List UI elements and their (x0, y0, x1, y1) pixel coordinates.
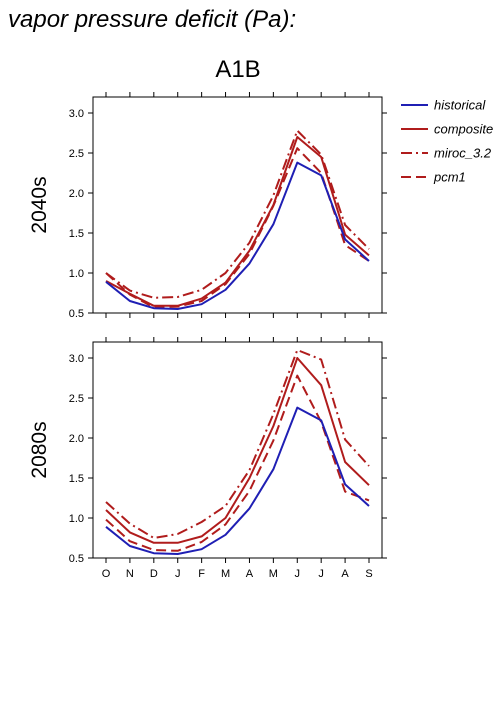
series-line-composite (105, 357, 370, 544)
panel-label: 2080s (28, 421, 51, 478)
x-tick-label: J (175, 568, 181, 580)
y-tick-label: 3.0 (69, 353, 84, 365)
series-line-pcm1 (105, 374, 370, 552)
y-tick-label: 1.0 (69, 268, 84, 280)
x-tick-label: M (221, 568, 230, 580)
y-tick-label: 2.0 (69, 433, 84, 445)
y-tick-label: 1.5 (69, 228, 84, 240)
y-tick-label: 1.0 (69, 513, 84, 525)
figure-title: vapor pressure deficit (Pa): (8, 6, 297, 33)
legend-label-miroc: miroc_3.2 (434, 146, 492, 161)
y-tick-label: 2.0 (69, 188, 84, 200)
x-tick-label: N (126, 568, 134, 580)
y-tick-label: 0.5 (69, 308, 84, 320)
series-line-miroc (105, 349, 370, 539)
legend-label-historical: historical (434, 98, 486, 113)
x-tick-label: A (341, 568, 349, 580)
y-tick-label: 2.5 (69, 393, 84, 405)
x-tick-label: F (198, 568, 205, 580)
x-tick-label: D (150, 568, 158, 580)
series-line-historical (105, 406, 370, 555)
series-line-historical (105, 161, 370, 310)
legend-label-pcm1: pcm1 (433, 170, 466, 185)
series-line-composite (105, 136, 370, 307)
x-tick-label: J (318, 568, 324, 580)
series-line-pcm1 (105, 147, 370, 309)
series-line-miroc (105, 129, 370, 299)
y-tick-label: 3.0 (69, 108, 84, 120)
legend-label-composite: composite (434, 122, 493, 137)
x-tick-label: J (295, 568, 301, 580)
x-tick-label: O (102, 568, 111, 580)
plot-frame (92, 96, 383, 314)
y-tick-label: 2.5 (69, 148, 84, 160)
plot-frame (92, 341, 383, 559)
x-tick-label: M (269, 568, 278, 580)
scenario-title: A1B (215, 56, 261, 83)
x-tick-label: A (246, 568, 254, 580)
x-tick-label: S (365, 568, 372, 580)
panel-label: 2040s (28, 176, 51, 233)
y-tick-label: 0.5 (69, 553, 84, 565)
y-tick-label: 1.5 (69, 473, 84, 485)
